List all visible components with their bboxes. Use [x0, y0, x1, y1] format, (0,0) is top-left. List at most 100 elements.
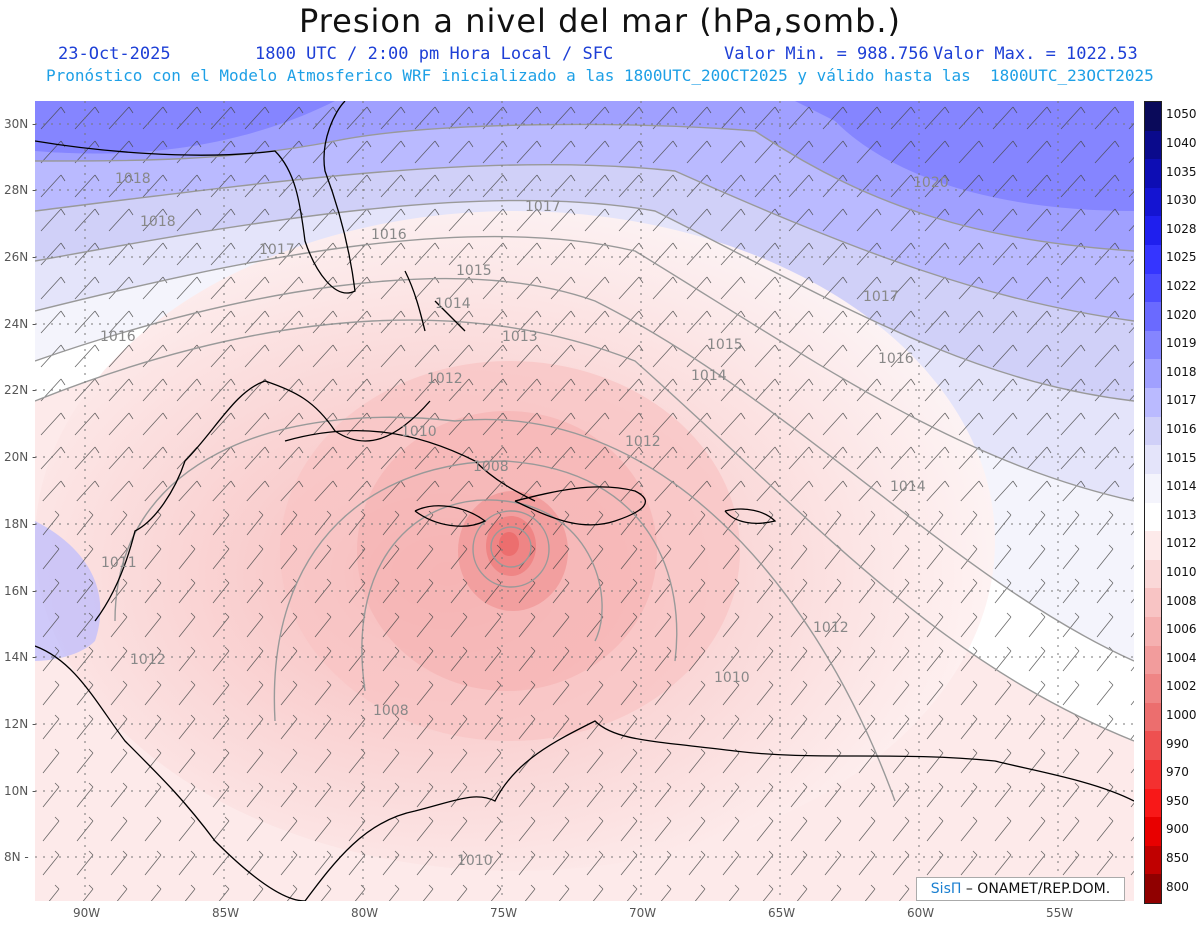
colorbar-swatch	[1145, 445, 1161, 475]
colorbar-swatch	[1145, 559, 1161, 589]
latitude-label: 30N -	[4, 117, 37, 131]
colorbar-swatch	[1145, 531, 1161, 561]
contour-label: 1010	[714, 670, 750, 686]
colorbar-level-label: 1028	[1166, 221, 1197, 236]
colorbar-level-label: 950	[1166, 793, 1189, 808]
colorbar-level-label: 1030	[1166, 193, 1197, 208]
contour-label: 1011	[101, 555, 137, 571]
contour-label: 1014	[691, 368, 727, 384]
contour-label: 1018	[140, 214, 176, 230]
contour-label: 1017	[525, 199, 561, 215]
colorbar-level-label: 1006	[1166, 622, 1197, 637]
wind-barbs-south	[35, 501, 1134, 901]
colorbar-swatch	[1145, 616, 1161, 647]
min-value-label: Valor Min. = 988.756	[724, 44, 929, 64]
colorbar-swatch	[1145, 187, 1161, 217]
colorbar-swatch	[1145, 102, 1161, 132]
longitude-label: 80W	[351, 906, 379, 920]
forecast-info: Pronóstico con el Modelo Atmosferico WRF…	[46, 66, 1154, 85]
latitude-label: 24N -	[4, 317, 37, 331]
colorbar-level-label: 1019	[1166, 336, 1197, 351]
latitude-label: 28N -	[4, 183, 37, 197]
contour-label: 1017	[863, 289, 899, 305]
latitude-label: 14N -	[4, 650, 37, 664]
colorbar-swatch	[1145, 874, 1161, 904]
contour-label: 1012	[625, 434, 661, 450]
isobars	[35, 123, 1134, 802]
longitude-label: 85W	[212, 906, 240, 920]
longitude-label: 60W	[907, 906, 935, 920]
colorbar-swatch	[1145, 302, 1161, 332]
max-value-label: Valor Max. = 1022.53	[933, 44, 1138, 64]
colorbar-swatch	[1145, 674, 1161, 704]
colorbar-swatch	[1145, 588, 1161, 618]
colorbar-swatch	[1145, 359, 1161, 389]
colorbar-swatch	[1145, 788, 1161, 818]
colorbar-level-label: 800	[1166, 879, 1189, 894]
colorbar-level-label: 1013	[1166, 507, 1197, 522]
latitude-label: 16N -	[4, 584, 37, 598]
colorbar	[1144, 101, 1162, 904]
longitude-label: 70W	[629, 906, 657, 920]
colorbar-level-label: 1020	[1166, 307, 1197, 322]
latitude-label: 26N -	[4, 250, 37, 264]
colorbar-swatch	[1145, 473, 1161, 503]
pressure-map: 1018 1018 1017 1017 1016 1015 1014 1013 …	[35, 101, 1134, 901]
longitude-label: 90W	[73, 906, 101, 920]
contour-label: 1016	[371, 227, 407, 243]
contour-label: 1010	[401, 424, 437, 440]
credit-box: SisΠ – ONAMET/REP.DOM.	[916, 877, 1125, 901]
contour-label: 1020	[913, 175, 949, 191]
contour-label: 1012	[813, 620, 849, 636]
credit-text: – ONAMET/REP.DOM.	[965, 881, 1111, 897]
colorbar-swatch	[1145, 502, 1161, 532]
latitude-label: 20N -	[4, 450, 37, 464]
wind-barbs-north	[35, 101, 1134, 501]
latitude-label: 18N -	[4, 517, 37, 531]
colorbar-level-label: 1008	[1166, 593, 1197, 608]
colorbar-level-label: 1002	[1166, 679, 1197, 694]
contour-label: 1008	[373, 703, 409, 719]
colorbar-level-label: 1012	[1166, 536, 1197, 551]
colorbar-swatch	[1145, 388, 1161, 418]
longitude-label: 75W	[490, 906, 518, 920]
colorbar-level-label: 1014	[1166, 479, 1197, 494]
time-label: 1800 UTC / 2:00 pm Hora Local / SFC	[255, 44, 614, 64]
contour-label: 1014	[890, 479, 926, 495]
colorbar-level-label: 1050	[1166, 107, 1197, 122]
colorbar-swatch	[1145, 845, 1161, 875]
longitude-label: 55W	[1046, 906, 1074, 920]
contour-label: 1014	[435, 296, 471, 312]
contour-label: 1015	[456, 263, 492, 279]
colorbar-level-label: 1016	[1166, 421, 1197, 436]
date-label: 23-Oct-2025	[58, 44, 171, 64]
colorbar-level-label: 1040	[1166, 135, 1197, 150]
longitude-label: 65W	[768, 906, 796, 920]
contour-label: 1012	[130, 652, 166, 668]
contour-label: 1015	[707, 337, 743, 353]
colorbar-swatch	[1145, 817, 1161, 847]
contour-label: 1012	[427, 371, 463, 387]
colorbar-level-label: 1000	[1166, 708, 1197, 723]
colorbar-level-label: 1025	[1166, 250, 1197, 265]
colorbar-level-label: 1035	[1166, 164, 1197, 179]
sis-brand: SisΠ	[930, 881, 962, 897]
contour-label: 1018	[115, 171, 151, 187]
colorbar-level-label: 1018	[1166, 364, 1197, 379]
colorbar-swatch	[1145, 759, 1161, 790]
latitude-label: 12N -	[4, 717, 37, 731]
contour-label-group: 1018 1018 1017 1017 1016 1015 1014 1013 …	[100, 171, 949, 869]
contour-label: 1013	[502, 329, 538, 345]
colorbar-swatch	[1145, 645, 1161, 675]
contour-label: 1008	[473, 459, 509, 475]
coastlines	[35, 101, 1134, 901]
lat-lon-grid	[35, 101, 1134, 901]
colorbar-swatch	[1145, 702, 1161, 732]
latitude-label: 8N -	[4, 850, 29, 864]
page-title: Presion a nivel del mar (hPa,somb.)	[298, 2, 902, 40]
colorbar-swatch	[1145, 245, 1161, 275]
colorbar-level-label: 1015	[1166, 450, 1197, 465]
contour-label: 1016	[100, 329, 136, 345]
contour-label: 1010	[457, 853, 493, 869]
colorbar-level-label: 1017	[1166, 393, 1197, 408]
